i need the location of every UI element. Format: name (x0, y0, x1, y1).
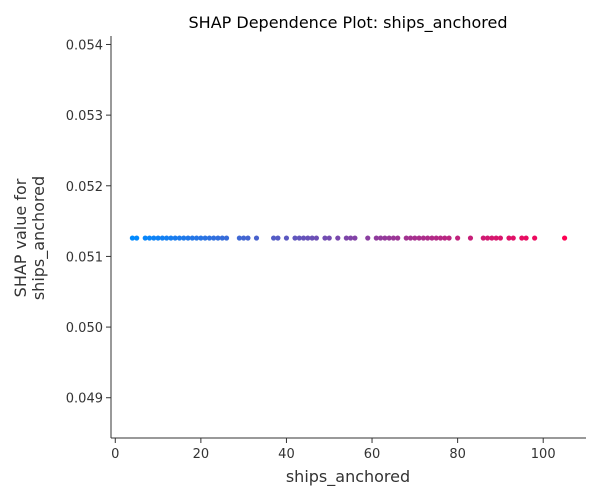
data-point (386, 235, 392, 241)
y-tick-label: 0.051 (66, 250, 103, 265)
data-point (151, 235, 157, 241)
x-tick-label: 100 (531, 447, 556, 462)
y-tick-label: 0.054 (66, 38, 103, 53)
data-point (416, 235, 422, 241)
data-point (446, 235, 452, 241)
x-ticks: 0 20 40 60 80 100 (111, 438, 556, 462)
data-point (283, 235, 290, 241)
data-point (142, 235, 148, 241)
data-point (480, 235, 486, 241)
data-point (373, 235, 379, 241)
data-point (211, 235, 217, 241)
data-point (168, 235, 174, 241)
data-point (236, 235, 242, 241)
data-point (390, 235, 397, 241)
data-point (206, 235, 213, 241)
data-point (159, 235, 165, 241)
data-point (189, 235, 195, 241)
data-point (193, 235, 200, 241)
data-point (420, 235, 426, 241)
data-point (497, 235, 504, 241)
x-axis-title: ships_anchored (286, 467, 410, 487)
data-point (176, 235, 183, 241)
data-point (309, 235, 315, 241)
data-point (429, 235, 435, 241)
data-point (433, 235, 439, 241)
data-point (425, 235, 431, 241)
data-point (300, 235, 307, 241)
y-tick-label: 0.050 (66, 321, 103, 336)
y-tick-label: 0.049 (66, 392, 103, 407)
data-point (335, 235, 341, 241)
data-point (437, 235, 444, 241)
data-point (348, 235, 354, 241)
data-point (215, 235, 221, 241)
data-point (322, 235, 328, 241)
data-point (271, 235, 277, 241)
data-point (395, 235, 401, 241)
data-point (275, 235, 281, 241)
data-point (296, 235, 302, 241)
data-point (129, 235, 135, 241)
data-point (223, 235, 230, 241)
data-point (292, 235, 298, 241)
x-tick-label: 60 (364, 447, 381, 462)
data-point (455, 235, 461, 241)
data-point (326, 235, 332, 241)
data-point (185, 235, 191, 241)
data-point (407, 235, 414, 241)
data-point (241, 235, 247, 241)
data-point (164, 235, 170, 241)
data-point (202, 235, 208, 241)
data-point (506, 235, 512, 241)
data-point (382, 235, 388, 241)
data-point (532, 235, 538, 241)
data-point (403, 235, 409, 241)
data-point (519, 235, 525, 241)
data-point (181, 235, 187, 241)
data-point (412, 235, 418, 241)
y-axis-title-line-1: SHAP value for (11, 178, 30, 297)
data-point (134, 235, 140, 241)
data-point (219, 235, 225, 241)
data-point (377, 235, 384, 241)
data-points (129, 235, 568, 241)
data-point (523, 235, 529, 241)
data-point (510, 235, 516, 241)
data-point (467, 235, 474, 241)
data-point (198, 235, 204, 241)
y-axis-title: SHAP value for ships_anchored (11, 176, 49, 300)
data-point (493, 235, 499, 241)
data-point (352, 235, 358, 241)
chart-title: SHAP Dependence Plot: ships_anchored (189, 13, 508, 33)
data-point (155, 235, 161, 241)
x-tick-label: 40 (278, 447, 295, 462)
data-point (245, 235, 251, 241)
x-tick-label: 80 (449, 447, 466, 462)
data-point (313, 235, 320, 241)
data-point (343, 235, 349, 241)
data-point (489, 235, 495, 241)
x-tick-label: 20 (193, 447, 210, 462)
y-tick-label: 0.052 (66, 180, 103, 195)
data-point (442, 235, 448, 241)
data-point (172, 235, 178, 241)
data-point (146, 235, 153, 241)
data-point (365, 235, 371, 241)
data-point (305, 235, 311, 241)
data-point (562, 235, 568, 241)
y-ticks: 0.049 0.050 0.051 0.052 0.053 0.054 (66, 38, 111, 407)
data-point (484, 235, 491, 241)
y-axis-title-line-2: ships_anchored (29, 176, 49, 300)
data-point (253, 235, 260, 241)
x-tick-label: 0 (111, 447, 119, 462)
y-tick-label: 0.053 (66, 109, 103, 124)
